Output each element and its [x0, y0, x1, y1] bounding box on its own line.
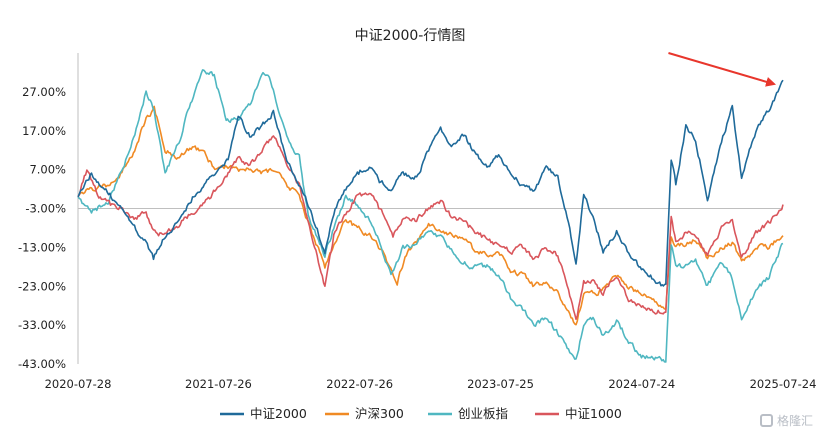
y-tick-label: -23.00% [18, 279, 66, 293]
x-tick-label: 2023-07-25 [467, 377, 534, 391]
chart-legend: 中证2000 沪深300 创业板指 中证1000 [220, 406, 622, 421]
watermark: 格隆汇 [759, 412, 813, 429]
legend-label: 创业板指 [458, 406, 508, 421]
legend-label: 沪深300 [355, 406, 404, 421]
y-tick-label: -33.00% [18, 318, 66, 332]
x-tick-label: 2020-07-28 [45, 377, 112, 391]
chart-title: 中证2000-行情图 [355, 28, 466, 44]
y-tick-label: 7.00% [29, 163, 66, 177]
legend-label: 中证2000 [250, 406, 307, 421]
series-line-2 [77, 105, 784, 326]
y-tick-label: -43.00% [18, 357, 66, 371]
series-layer [77, 69, 784, 363]
watermark-text: 格隆汇 [776, 414, 813, 428]
y-tick-label: 27.00% [22, 85, 66, 99]
legend-label: 中证1000 [565, 406, 622, 421]
series-line-1 [77, 79, 784, 287]
x-axis: 2020-07-28 2021-07-26 2022-07-26 2023-07-25… [45, 208, 817, 391]
x-tick-label: 2024-07-24 [608, 377, 675, 391]
series-line-3 [77, 69, 784, 363]
x-tick-label: 2021-07-26 [185, 377, 252, 391]
annotation-layer [668, 52, 777, 87]
series-line-4 [77, 135, 784, 320]
annotation-arrow [668, 52, 777, 87]
y-axis: 27.00% 17.00% 7.00% -3.00% -13.00% -23.00% -33… [18, 53, 79, 371]
y-tick-label: 17.00% [22, 124, 66, 138]
gelonghui-logo-icon [759, 414, 773, 427]
y-tick-label: -3.00% [25, 202, 66, 216]
y-tick-label: -13.00% [18, 240, 66, 254]
x-tick-label: 2025-07-24 [750, 377, 817, 391]
x-tick-label: 2022-07-26 [326, 377, 393, 391]
